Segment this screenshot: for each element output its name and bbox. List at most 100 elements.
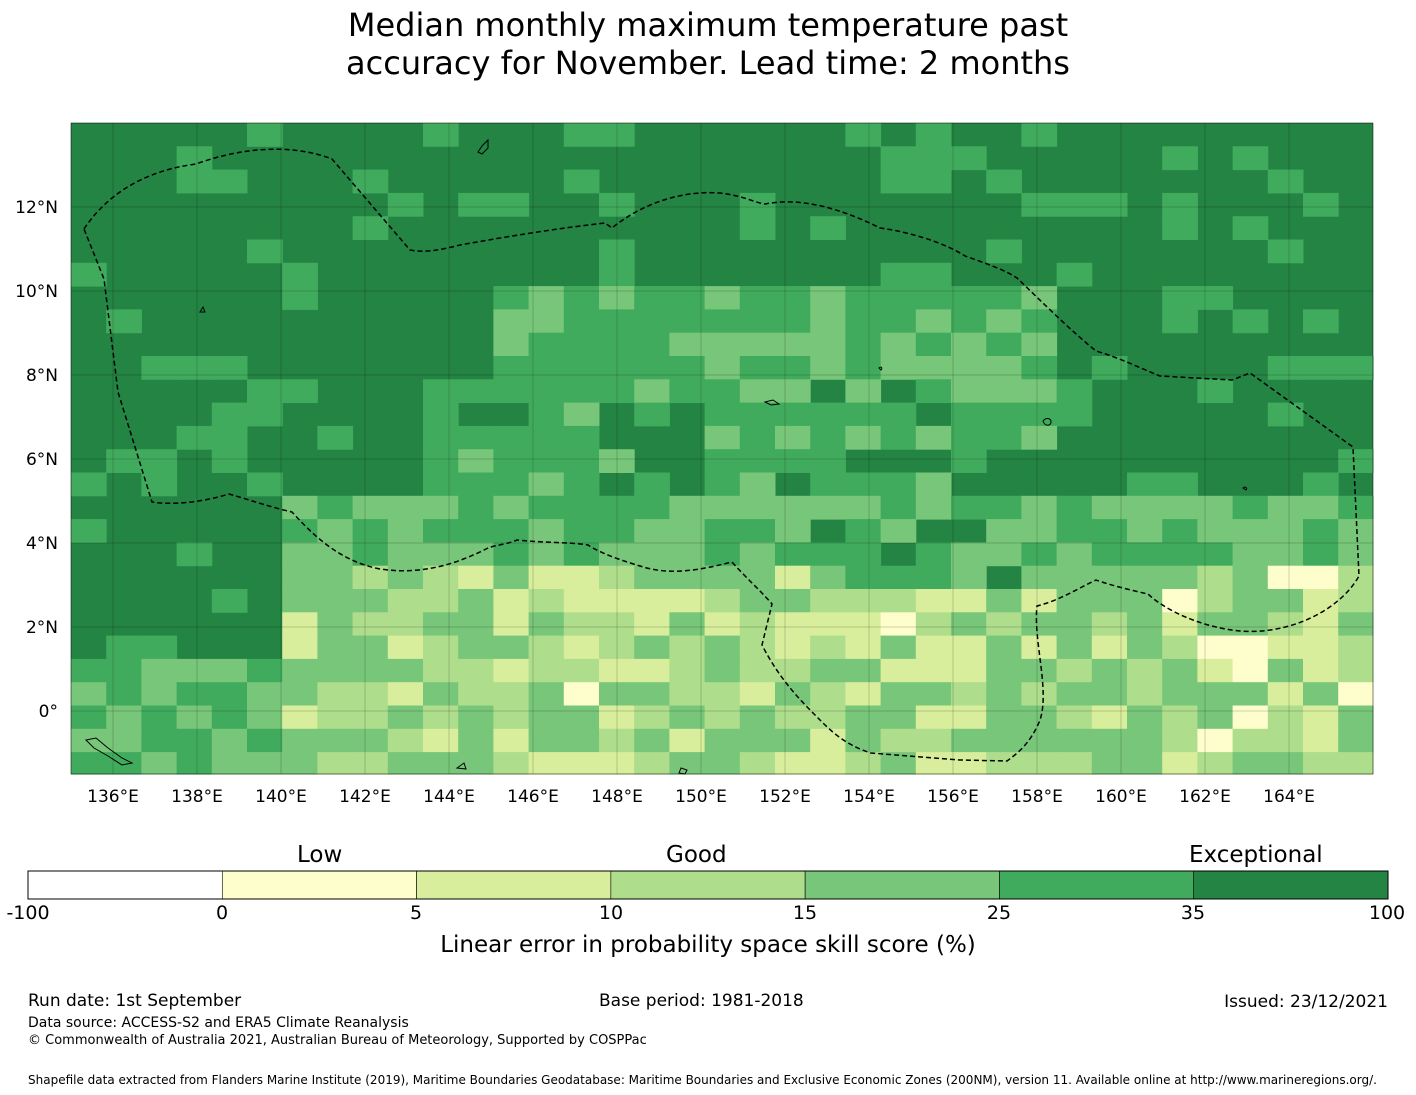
- grid-cell: [1162, 146, 1198, 171]
- longitude-tick-label: 144°E: [423, 787, 475, 807]
- grid-cell: [986, 635, 1022, 660]
- grid-cell: [211, 449, 248, 473]
- grid-cell: [1056, 612, 1093, 637]
- longitude-tick-label: 140°E: [255, 787, 307, 807]
- grid-cell: [1267, 752, 1304, 775]
- longitude-tick-label: 138°E: [171, 787, 223, 807]
- data-source: Data source: ACCESS-S2 and ERA5 Climate …: [28, 1015, 409, 1031]
- grid-cell: [387, 565, 424, 590]
- grid-cell: [739, 612, 776, 637]
- grid-cell: [141, 705, 178, 730]
- grid-cell: [1232, 565, 1269, 590]
- grid-cell: [71, 519, 107, 543]
- grid-cell: [1303, 658, 1339, 683]
- grid-cell: [1197, 635, 1234, 660]
- grid-cell: [1232, 519, 1269, 543]
- grid-cell: [1267, 169, 1304, 194]
- grid-cell: [915, 658, 952, 683]
- grid-cell: [563, 542, 600, 567]
- latitude-tick-label: 10°N: [15, 282, 58, 302]
- grid-cell: [317, 589, 354, 613]
- grid-cell: [1303, 519, 1339, 543]
- grid-cell: [247, 239, 283, 264]
- grid-cell: [986, 495, 1022, 520]
- grid-cell: [915, 728, 952, 753]
- grid-cell: [387, 519, 424, 543]
- grid-cell: [493, 192, 530, 217]
- grid-cell: [1162, 542, 1198, 567]
- grid-cell: [387, 635, 424, 660]
- grid-cell: [387, 752, 424, 775]
- grid-cell: [247, 379, 283, 404]
- grid-cell: [563, 519, 600, 543]
- grid-cell: [141, 658, 178, 683]
- grid-cell: [493, 682, 530, 706]
- grid-cell: [845, 565, 882, 590]
- grid-cell: [1303, 612, 1339, 637]
- grid-cell: [423, 472, 459, 497]
- grid-cell: [775, 589, 811, 613]
- grid-cell: [599, 542, 635, 567]
- grid-cell: [528, 309, 565, 334]
- grid-cell: [1197, 705, 1234, 730]
- grid-cell: [599, 565, 635, 590]
- grid-cell: [775, 356, 811, 380]
- grid-cell: [845, 682, 882, 706]
- grid-cell: [775, 332, 811, 357]
- grid-cell: [669, 728, 706, 753]
- grid-cell: [1338, 519, 1374, 543]
- grid-cell: [704, 542, 741, 567]
- grid-cell: [951, 449, 987, 473]
- grid-cell: [986, 728, 1022, 753]
- grid-cell: [387, 589, 424, 613]
- grid-cell: [563, 123, 600, 147]
- grid-cell: [458, 728, 494, 753]
- grid-cell: [1056, 495, 1093, 520]
- grid-cell: [528, 286, 565, 310]
- grid-cell: [458, 635, 494, 660]
- colorbar-tick: -100: [6, 902, 50, 924]
- grid-cell: [704, 728, 741, 753]
- grid-cell: [775, 449, 811, 473]
- colorbar-segment: [416, 870, 612, 900]
- grid-cell: [1338, 565, 1374, 590]
- grid-cell: [915, 472, 952, 497]
- grid-cell: [563, 472, 600, 497]
- grid-cell: [1338, 682, 1374, 706]
- grid-cell: [563, 169, 600, 194]
- grid-cell: [634, 565, 670, 590]
- grid-cell: [563, 425, 600, 450]
- grid-cell: [1162, 752, 1198, 775]
- grid-cell: [1056, 752, 1093, 775]
- grid-cell: [423, 519, 459, 543]
- grid-cell: [669, 589, 706, 613]
- grid-cell: [528, 658, 565, 683]
- grid-cell: [739, 705, 776, 730]
- grid-cell: [1056, 542, 1093, 567]
- grid-cell: [669, 332, 706, 357]
- grid-cell: [317, 682, 354, 706]
- grid-cell: [387, 728, 424, 753]
- grid-cell: [71, 472, 107, 497]
- grid-cell: [599, 332, 635, 357]
- grid-cell: [704, 472, 741, 497]
- grid-cell: [1162, 216, 1198, 240]
- grid-cell: [775, 658, 811, 683]
- grid-cell: [1267, 705, 1304, 730]
- grid-cell: [211, 682, 248, 706]
- grid-cell: [71, 705, 107, 730]
- grid-cell: [739, 519, 776, 543]
- grid-cell: [1197, 495, 1234, 520]
- longitude-tick-label: 154°E: [843, 787, 895, 807]
- grid-cell: [951, 146, 987, 171]
- grid-cell: [1162, 495, 1198, 520]
- grid-cell: [1162, 705, 1198, 730]
- grid-cell: [951, 658, 987, 683]
- grid-cell: [528, 542, 565, 567]
- grid-cell: [528, 705, 565, 730]
- grid-cell: [1056, 658, 1093, 683]
- grid-cell: [599, 192, 635, 217]
- grid-cell: [176, 146, 213, 171]
- grid-cell: [1162, 635, 1198, 660]
- grid-cell: [563, 752, 600, 775]
